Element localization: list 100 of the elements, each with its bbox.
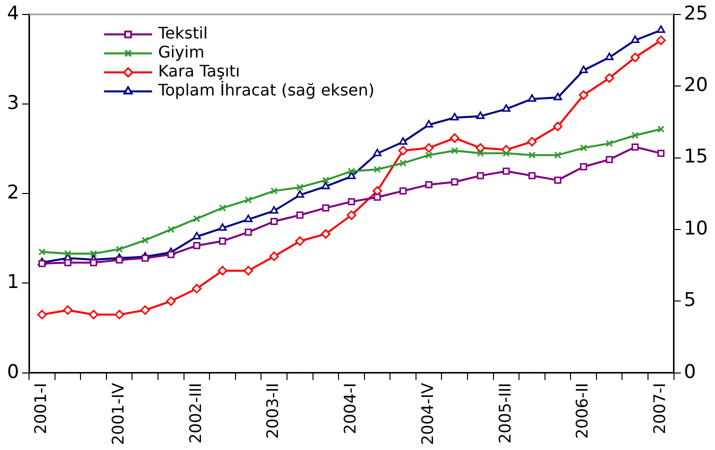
- point: [295, 236, 305, 246]
- point: [399, 160, 407, 167]
- point: [142, 236, 149, 244]
- point: [348, 198, 356, 206]
- point: [244, 228, 252, 236]
- point: [142, 254, 149, 262]
- point: [656, 36, 666, 46]
- point: [296, 190, 304, 198]
- point: [244, 266, 254, 276]
- point: [90, 259, 98, 266]
- point: [116, 256, 123, 264]
- point: [656, 25, 666, 33]
- point: [398, 146, 408, 156]
- point: [88, 310, 98, 320]
- point: [528, 94, 536, 102]
- y-tick-label: 0: [6, 360, 20, 383]
- point: [425, 152, 432, 159]
- point: [64, 250, 72, 258]
- point: [193, 242, 200, 250]
- y2-tick-label: 10: [684, 217, 708, 240]
- y2-tick-label: 15: [684, 146, 708, 168]
- point: [606, 156, 613, 164]
- point: [424, 143, 434, 153]
- point: [450, 133, 460, 143]
- point: [167, 226, 175, 234]
- point: [346, 210, 356, 220]
- point: [604, 73, 614, 83]
- point: [322, 176, 330, 184]
- point: [606, 140, 613, 148]
- y2-tick-label: 20: [684, 74, 708, 96]
- point: [630, 35, 640, 43]
- x-tick-label: 2004-IV: [418, 382, 437, 445]
- point: [244, 196, 252, 204]
- x-tick-label: 2004-I: [340, 382, 360, 434]
- x-tick-label: 2001-IV: [108, 382, 128, 445]
- point: [166, 296, 176, 306]
- point: [270, 218, 278, 225]
- y2-tick-label: 25: [684, 2, 708, 24]
- point: [193, 215, 200, 222]
- x-tick-label: 2005-III: [495, 382, 514, 444]
- point: [270, 206, 278, 214]
- point: [348, 168, 356, 175]
- point: [63, 305, 73, 315]
- point: [554, 176, 562, 184]
- legend-label: Kara Taşıtı: [158, 62, 240, 81]
- point: [502, 104, 510, 112]
- point: [38, 248, 46, 256]
- point: [579, 66, 588, 74]
- point: [451, 147, 458, 154]
- point: [580, 163, 588, 170]
- x-tick-label: 2003-II: [263, 382, 282, 439]
- point: [244, 214, 253, 222]
- point: [528, 172, 536, 180]
- point: [424, 120, 434, 128]
- point: [580, 144, 588, 152]
- point: [116, 246, 123, 253]
- point: [476, 150, 484, 157]
- legend-label: Giyim: [158, 42, 204, 62]
- point: [321, 182, 330, 190]
- point: [140, 305, 150, 315]
- point: [192, 284, 202, 294]
- y2-tick-label: 5: [684, 289, 696, 312]
- point: [64, 259, 72, 266]
- point: [398, 137, 408, 145]
- point: [425, 181, 432, 188]
- point: [114, 310, 124, 320]
- point: [476, 111, 485, 119]
- point: [270, 187, 278, 195]
- point: [373, 148, 382, 156]
- point: [167, 250, 175, 258]
- point: [605, 52, 614, 60]
- point: [37, 310, 47, 320]
- x-tick-label: 2006-II: [572, 382, 592, 439]
- point: [657, 150, 665, 157]
- x-tick-label: 2002-III: [186, 382, 205, 444]
- point: [554, 92, 562, 100]
- point: [476, 172, 484, 180]
- point: [502, 150, 510, 157]
- point: [296, 184, 304, 191]
- point: [320, 229, 330, 239]
- point: [192, 232, 201, 240]
- legend-label: Toplam İhracat (sağ eksen): [157, 80, 375, 100]
- point: [399, 187, 407, 195]
- y2-tick-label: 0: [684, 360, 696, 383]
- legend-label: Tekstil: [157, 24, 208, 43]
- point: [347, 172, 356, 180]
- point: [554, 152, 562, 159]
- point: [502, 168, 510, 175]
- point: [374, 166, 381, 174]
- point: [578, 90, 588, 100]
- point: [630, 52, 640, 62]
- point: [528, 152, 536, 159]
- x-tick-label: 2007-I: [650, 382, 670, 434]
- point: [451, 178, 458, 186]
- point: [218, 266, 228, 276]
- point: [218, 238, 226, 245]
- x-tick-label: 2001-I: [31, 382, 50, 434]
- point: [476, 143, 486, 153]
- point: [296, 212, 304, 219]
- point: [527, 136, 537, 146]
